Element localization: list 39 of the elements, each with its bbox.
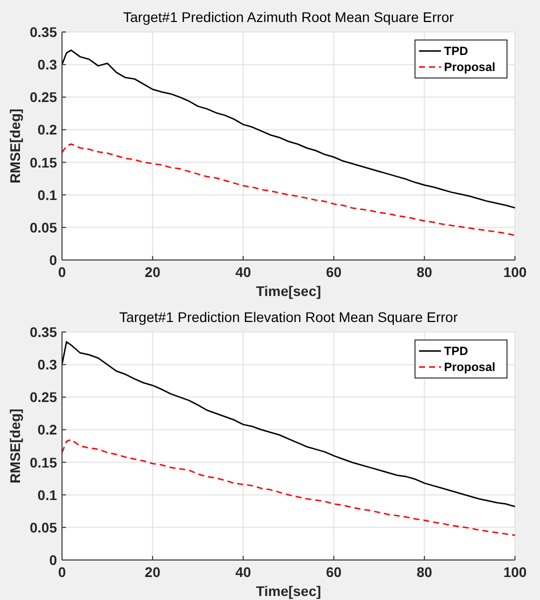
y-tick-label: 0.1 <box>38 186 58 203</box>
x-tick-label: 100 <box>503 564 527 580</box>
chart-title: Target#1 Prediction Elevation Root Mean Square Error <box>119 309 458 325</box>
line-series <box>61 143 516 236</box>
x-tick-label: 60 <box>326 264 342 280</box>
y-tick-label: 0.35 <box>30 324 58 340</box>
y-axis-title: RMSE[deg] <box>7 108 23 184</box>
x-tick-label: 80 <box>416 264 432 280</box>
y-tick-label: 0.15 <box>30 154 58 170</box>
x-axis-title: Time[sec] <box>256 283 322 299</box>
y-tick-label: 0.2 <box>38 122 58 138</box>
y-tick-label: 0.3 <box>38 356 58 373</box>
y-tick-label: 0.25 <box>30 89 58 106</box>
chart-title: Target#1 Prediction Azimuth Root Mean Square Error <box>123 9 454 25</box>
y-tick-label: 0.05 <box>30 219 58 236</box>
legend-label: Proposal <box>444 360 496 374</box>
y-tick-label: 0.25 <box>30 389 58 406</box>
y-tick-label: 0.05 <box>30 519 58 536</box>
y-tick-label: 0.15 <box>30 454 58 470</box>
x-tick-label: 60 <box>326 564 342 580</box>
x-tick-label: 80 <box>416 564 432 580</box>
x-tick-label: 20 <box>144 264 161 280</box>
x-tick-label: 100 <box>503 264 527 280</box>
x-tick-label: 20 <box>144 564 161 580</box>
y-tick-label: 0.3 <box>38 56 58 73</box>
line-series <box>61 341 516 508</box>
line-series <box>61 438 516 536</box>
y-tick-label: 0 <box>49 252 58 268</box>
y-tick-label: 0.2 <box>38 422 58 438</box>
legend-label: Proposal <box>444 60 496 74</box>
x-tick-label: 40 <box>235 564 252 580</box>
legend-label: TPD <box>444 44 468 58</box>
x-tick-label: 40 <box>235 264 252 280</box>
x-axis-title: Time[sec] <box>256 583 322 599</box>
y-tick-label: 0.1 <box>38 486 58 503</box>
legend-label: TPD <box>444 344 468 358</box>
y-tick-label: 0.35 <box>30 24 58 40</box>
y-tick-label: 0 <box>49 552 58 568</box>
y-axis-title: RMSE[deg] <box>7 408 23 484</box>
